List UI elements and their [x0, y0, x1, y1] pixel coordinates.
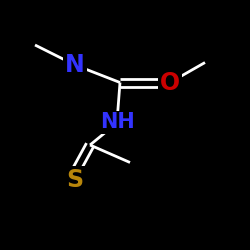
Text: NH: NH	[100, 112, 135, 132]
Text: N: N	[65, 53, 85, 77]
Text: O: O	[160, 70, 180, 94]
Text: S: S	[66, 168, 84, 192]
